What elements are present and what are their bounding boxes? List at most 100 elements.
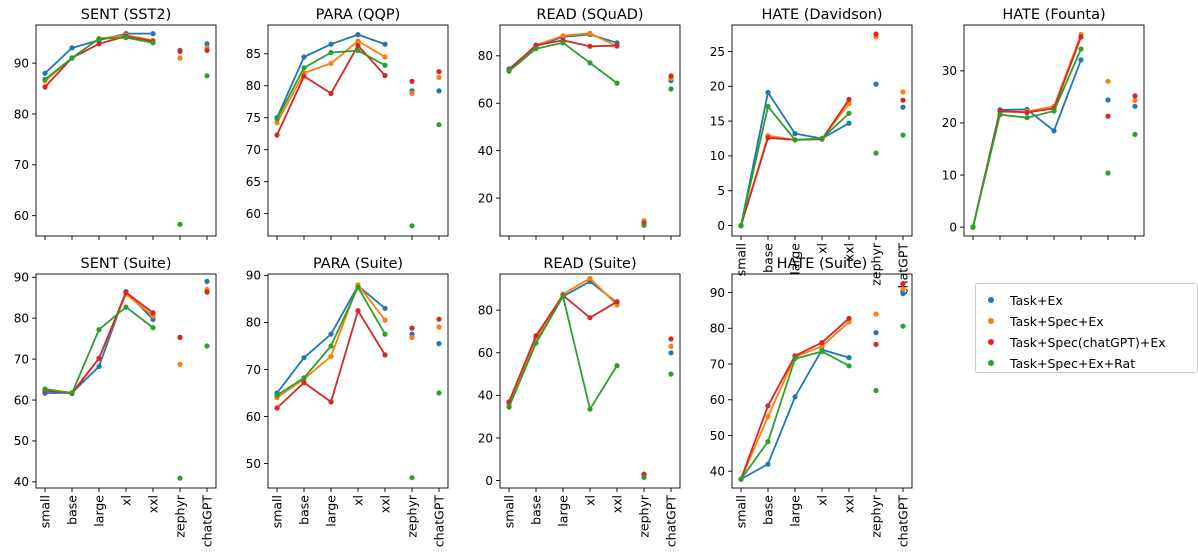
- data-point: [533, 340, 539, 346]
- chart-read-squad: READ (SQuAD) 20 40 60 80: [478, 7, 681, 240]
- chart-hate-founta: HATE (Founta) 0 10 20 30: [942, 7, 1145, 240]
- data-point: [96, 41, 102, 47]
- y-tick-label: 40: [478, 144, 493, 158]
- y-tick-label: 90: [246, 269, 261, 283]
- chart-title: HATE (Founta): [1002, 7, 1105, 23]
- data-point: [355, 284, 361, 290]
- series-line-task-ex: [740, 91, 850, 226]
- x-tick-label: large: [788, 495, 803, 527]
- data-point: [328, 343, 334, 349]
- data-point: [997, 112, 1003, 118]
- data-point: [123, 304, 129, 310]
- data-point: [765, 103, 771, 110]
- data-point: [792, 137, 798, 143]
- data-point: [1051, 108, 1057, 114]
- chart-sent-sst2: SENT (SST2) 60 70 80 90: [14, 7, 217, 240]
- plot-frame: [267, 24, 449, 237]
- data-point: [587, 275, 593, 281]
- data-point: [328, 90, 334, 96]
- data-point: [587, 406, 593, 412]
- x-tick-label: chatGPT: [664, 495, 679, 548]
- x-tick-label: chatGPT: [200, 495, 215, 548]
- y-tick-label: 0: [717, 219, 725, 233]
- data-point: [382, 54, 388, 60]
- data-point: [436, 324, 442, 330]
- data-point: [382, 72, 388, 79]
- chart-hate-suite: HATE (Suite) 40 50 60 70 80 90 small base large xl…: [710, 256, 913, 547]
- data-point: [328, 60, 334, 66]
- data-point: [873, 31, 879, 37]
- y-tick-label: 40: [710, 465, 725, 479]
- data-point: [436, 341, 442, 347]
- data-point: [436, 88, 442, 94]
- data-point: [355, 308, 361, 314]
- legend-label: Task+Ex: [1010, 292, 1063, 308]
- data-point: [409, 475, 415, 481]
- data-point: [587, 60, 593, 66]
- chart-read-suite: READ (Suite) 0 20 40 60 80 small base large xl xxl…: [478, 256, 681, 548]
- y-tick-label: 60: [14, 209, 29, 223]
- data-point: [1132, 93, 1138, 99]
- data-point: [204, 278, 210, 284]
- legend-marker-task-ex: [988, 297, 994, 303]
- series-line-task-spec-chatgpt-ex: [740, 98, 850, 226]
- data-point: [1132, 131, 1138, 137]
- data-point: [792, 394, 798, 400]
- series-line-task-spec-chatgpt-ex: [276, 44, 386, 136]
- y-tick-label: 0: [485, 474, 493, 488]
- data-point: [123, 289, 129, 295]
- x-tick-label: small: [270, 495, 285, 528]
- data-point: [560, 293, 566, 299]
- x-tick-label: small: [734, 495, 749, 528]
- data-point: [301, 355, 307, 361]
- data-point: [533, 333, 539, 339]
- y-tick-label: 85: [246, 47, 261, 61]
- data-point: [123, 35, 129, 41]
- y-tick-label: 5: [717, 184, 725, 198]
- data-point: [846, 315, 852, 321]
- y-tick-label: 20: [710, 80, 725, 94]
- data-point: [900, 104, 906, 110]
- x-tick-label: small: [734, 243, 749, 276]
- x-tick-label: xl: [351, 495, 366, 506]
- series-line-task-spec-chatgpt-ex: [972, 36, 1082, 228]
- data-point: [846, 355, 852, 361]
- series-line-task-spec-ex-rat: [740, 350, 850, 480]
- data-point: [900, 97, 906, 103]
- data-point: [42, 76, 48, 82]
- y-tick-label: 65: [246, 175, 261, 189]
- data-point: [873, 311, 879, 317]
- data-point: [900, 323, 906, 329]
- data-point: [587, 30, 593, 36]
- legend-item-task-spec-chatgpt-ex: Task+Spec(chatGPT)+Ex: [988, 332, 1166, 352]
- y-tick-label: 10: [710, 149, 725, 163]
- data-point: [150, 30, 156, 37]
- data-point: [328, 49, 334, 56]
- legend-label: Task+Spec(chatGPT)+Ex: [1010, 334, 1166, 350]
- series-line-task-ex: [44, 290, 154, 394]
- data-point: [301, 54, 307, 60]
- data-point: [1105, 78, 1111, 84]
- data-point: [409, 334, 415, 341]
- data-point: [355, 48, 361, 54]
- y-tick-label: 80: [478, 303, 493, 317]
- data-point: [274, 392, 280, 398]
- data-point: [1078, 57, 1084, 63]
- series-line-task-spec-ex-rat: [508, 41, 618, 84]
- data-point: [69, 45, 75, 51]
- series-line-task-spec-ex: [972, 34, 1082, 228]
- y-tick-label: 80: [14, 311, 29, 325]
- y-tick-label: 0: [949, 220, 957, 234]
- data-point: [301, 375, 307, 381]
- series-line-task-spec-ex-rat: [508, 295, 618, 411]
- y-tick-label: 60: [14, 393, 29, 407]
- data-point: [614, 43, 620, 49]
- data-point: [382, 317, 388, 323]
- data-point: [1024, 109, 1030, 116]
- data-point: [765, 439, 771, 445]
- chart-title: PARA (QQP): [316, 7, 401, 23]
- data-point: [69, 55, 75, 61]
- data-point: [328, 331, 334, 337]
- x-tick-label: base: [761, 495, 776, 525]
- data-point: [846, 120, 852, 126]
